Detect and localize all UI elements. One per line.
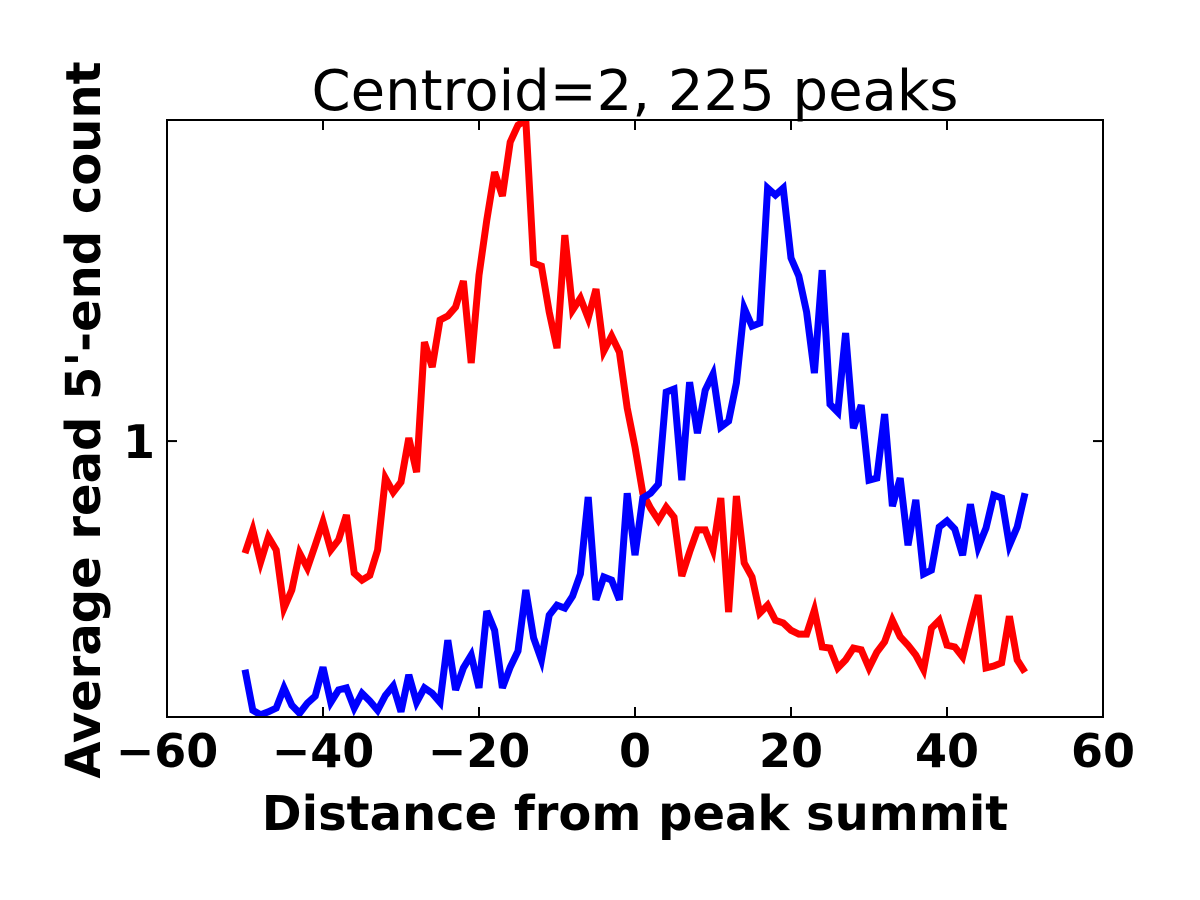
- x-tick-label: 60: [1071, 724, 1135, 778]
- x-tick-label: 40: [915, 724, 979, 778]
- x-tick-label: 20: [759, 724, 823, 778]
- y-tick-label: 1: [123, 415, 155, 469]
- x-tick-label: −20: [428, 724, 531, 778]
- axis-ticks: −60 −40 −20 0 20 40 60 1: [116, 120, 1135, 778]
- plot-lines: [241, 120, 1029, 717]
- chart-title: Centroid=2, 225 peaks: [312, 59, 959, 124]
- y-axis-label: Average read 5'-end count: [56, 61, 112, 778]
- x-tick-label: −60: [116, 724, 219, 778]
- plot-frame: [166, 119, 1104, 718]
- series-line-blue: [241, 180, 1029, 717]
- series-line-red: [241, 120, 1028, 681]
- x-axis-label: Distance from peak summit: [262, 786, 1008, 842]
- x-tick-label: 0: [619, 724, 651, 778]
- x-tick-label: −40: [272, 724, 375, 778]
